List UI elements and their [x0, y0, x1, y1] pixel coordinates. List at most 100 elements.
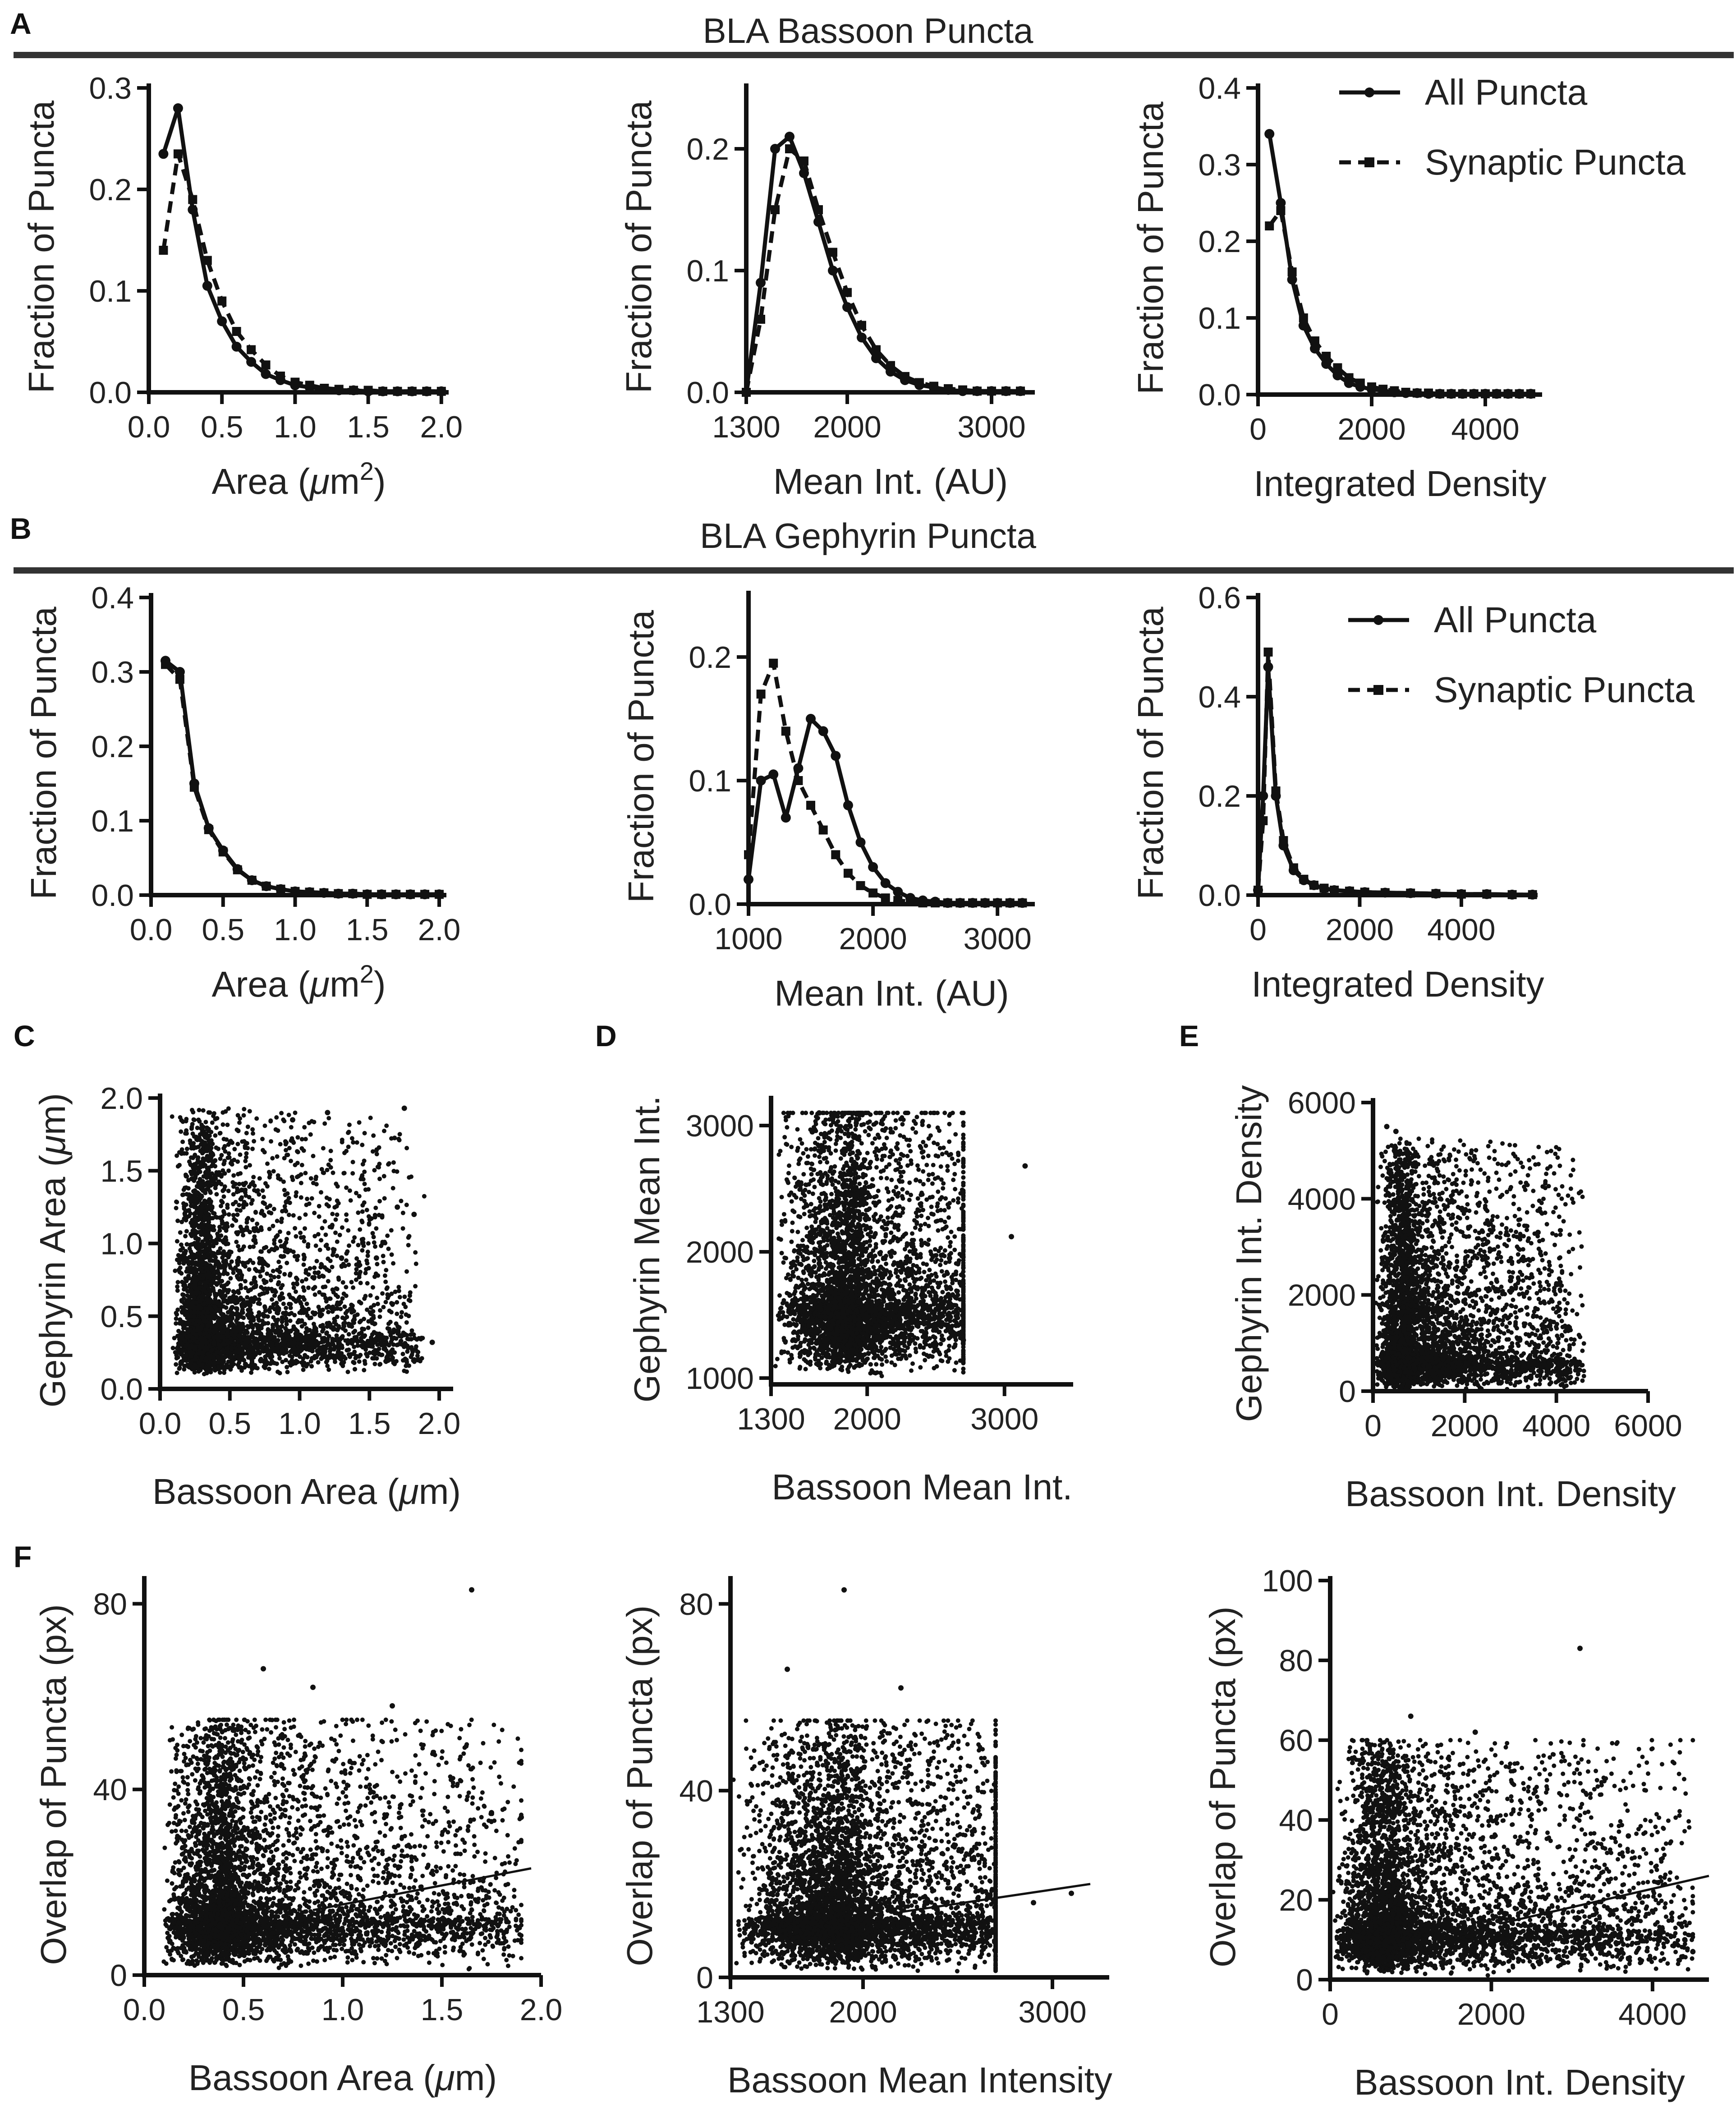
chart-c-point — [317, 1214, 321, 1219]
chart-c-point — [247, 1315, 252, 1320]
chart-c-point — [184, 1202, 188, 1207]
legend-a-syn-label: Synaptic Puncta — [1425, 142, 1686, 182]
chart-c-point — [362, 1131, 367, 1135]
chart-c-point — [175, 1370, 179, 1375]
chart-c-point — [312, 1275, 317, 1280]
chart-c-point — [386, 1162, 391, 1167]
chart-c-point — [260, 1345, 265, 1350]
chart-c-point — [331, 1247, 335, 1252]
chart-c-point — [411, 1358, 416, 1363]
chart-c-point — [355, 1343, 360, 1348]
chart-c-point — [364, 1208, 369, 1213]
chart-c-point — [219, 1204, 223, 1209]
chart-c-point — [236, 1244, 241, 1249]
chart-c-point — [275, 1350, 280, 1355]
chart-c-point — [391, 1342, 396, 1347]
chart-c-point — [404, 1357, 409, 1362]
chart-c-point — [254, 1343, 259, 1348]
chart-c-point — [262, 1291, 266, 1296]
chart-c-point — [366, 1266, 371, 1271]
chart-c-point — [332, 1356, 337, 1361]
chart-c-point — [363, 1271, 368, 1276]
chart-c-point — [243, 1155, 248, 1160]
chart-b2-synaptic-marker — [881, 893, 890, 903]
chart-c-point — [409, 1355, 413, 1360]
chart-a1-synaptic-marker — [217, 296, 227, 306]
chart-c-point — [344, 1251, 349, 1256]
chart-c-point — [187, 1213, 192, 1218]
chart-c-point — [174, 1356, 179, 1360]
chart-c-point — [301, 1356, 306, 1361]
chart-c-point — [250, 1198, 255, 1203]
chart-c-point — [176, 1328, 181, 1333]
chart-c-point — [399, 1314, 404, 1319]
chart-c-point — [377, 1176, 382, 1181]
chart-c-point — [322, 1121, 327, 1126]
chart-b1-all-line — [164, 659, 439, 896]
chart-c-point — [349, 1136, 354, 1141]
chart-c-point — [196, 1117, 201, 1122]
chart-c-point — [363, 1347, 368, 1352]
chart-c-point — [299, 1163, 304, 1167]
chart-c-point — [318, 1314, 323, 1319]
chart-b3-synaptic-marker — [1330, 886, 1339, 895]
chart-c-point — [360, 1220, 365, 1225]
chart-c-point — [317, 1290, 322, 1295]
chart-c-point — [289, 1311, 294, 1316]
chart-a3-ylabel: Fraction of Puncta — [1130, 101, 1171, 395]
chart-c-point — [284, 1319, 289, 1324]
chart-c-point — [289, 1175, 294, 1180]
chart-c-point — [306, 1285, 311, 1290]
chart-a1-xlabel-sup: 2 — [360, 457, 374, 485]
chart-c-point — [362, 1200, 367, 1205]
chart-c-point — [189, 1220, 194, 1225]
chart-c-point — [389, 1228, 394, 1233]
chart-b2-all-marker — [843, 800, 853, 810]
chart-c-point — [253, 1210, 258, 1215]
chart-c-point — [352, 1335, 357, 1340]
chart-c-point — [241, 1113, 246, 1118]
chart-c-point — [397, 1132, 402, 1137]
chart-c-point — [351, 1285, 356, 1290]
chart-c-point — [280, 1254, 285, 1259]
chart-c-point — [323, 1243, 328, 1248]
chart-c-point — [191, 1268, 196, 1273]
chart-c-outlier-point — [395, 1204, 400, 1210]
chart-c-point — [330, 1337, 335, 1342]
chart-c-point — [201, 1274, 206, 1279]
chart-b1-synaptic-marker — [175, 675, 184, 684]
chart-c-point — [284, 1148, 288, 1153]
chart-c-point — [320, 1273, 325, 1278]
chart-c-point — [205, 1172, 209, 1176]
chart-c-point — [384, 1335, 389, 1340]
chart-c-point — [221, 1226, 226, 1230]
chart-c-point — [309, 1364, 314, 1369]
chart-c-point — [316, 1347, 321, 1352]
chart-c-point — [266, 1263, 271, 1268]
chart-c-point — [381, 1254, 386, 1259]
chart-a1-all-marker — [261, 369, 271, 379]
chart-c-point — [340, 1296, 345, 1301]
chart-d-points — [773, 1110, 1028, 1379]
chart-c-point — [193, 1277, 198, 1282]
chart-c-point — [341, 1323, 346, 1328]
panel-letter-c: C — [14, 1019, 35, 1052]
chart-c-point — [207, 1258, 212, 1263]
chart-c-point — [268, 1278, 273, 1282]
chart-c-point — [251, 1175, 256, 1180]
chart-b2-y-tick-label: 0.1 — [689, 764, 731, 798]
chart-c-point — [247, 1267, 252, 1272]
chart-c-point — [280, 1347, 285, 1352]
chart-c-point — [205, 1262, 209, 1267]
chart-c-point — [335, 1314, 340, 1319]
chart-c-point — [335, 1198, 340, 1203]
chart-c-point — [222, 1338, 227, 1343]
chart-c-point — [239, 1274, 244, 1279]
chart-c-point — [291, 1213, 296, 1218]
chart-c-point — [213, 1164, 218, 1169]
chart-b1-xlabel-sup: 2 — [360, 960, 374, 988]
chart-c-point — [400, 1210, 405, 1215]
chart-c-point — [178, 1248, 183, 1253]
chart-c-point — [248, 1353, 253, 1358]
chart-c-point — [192, 1117, 197, 1122]
